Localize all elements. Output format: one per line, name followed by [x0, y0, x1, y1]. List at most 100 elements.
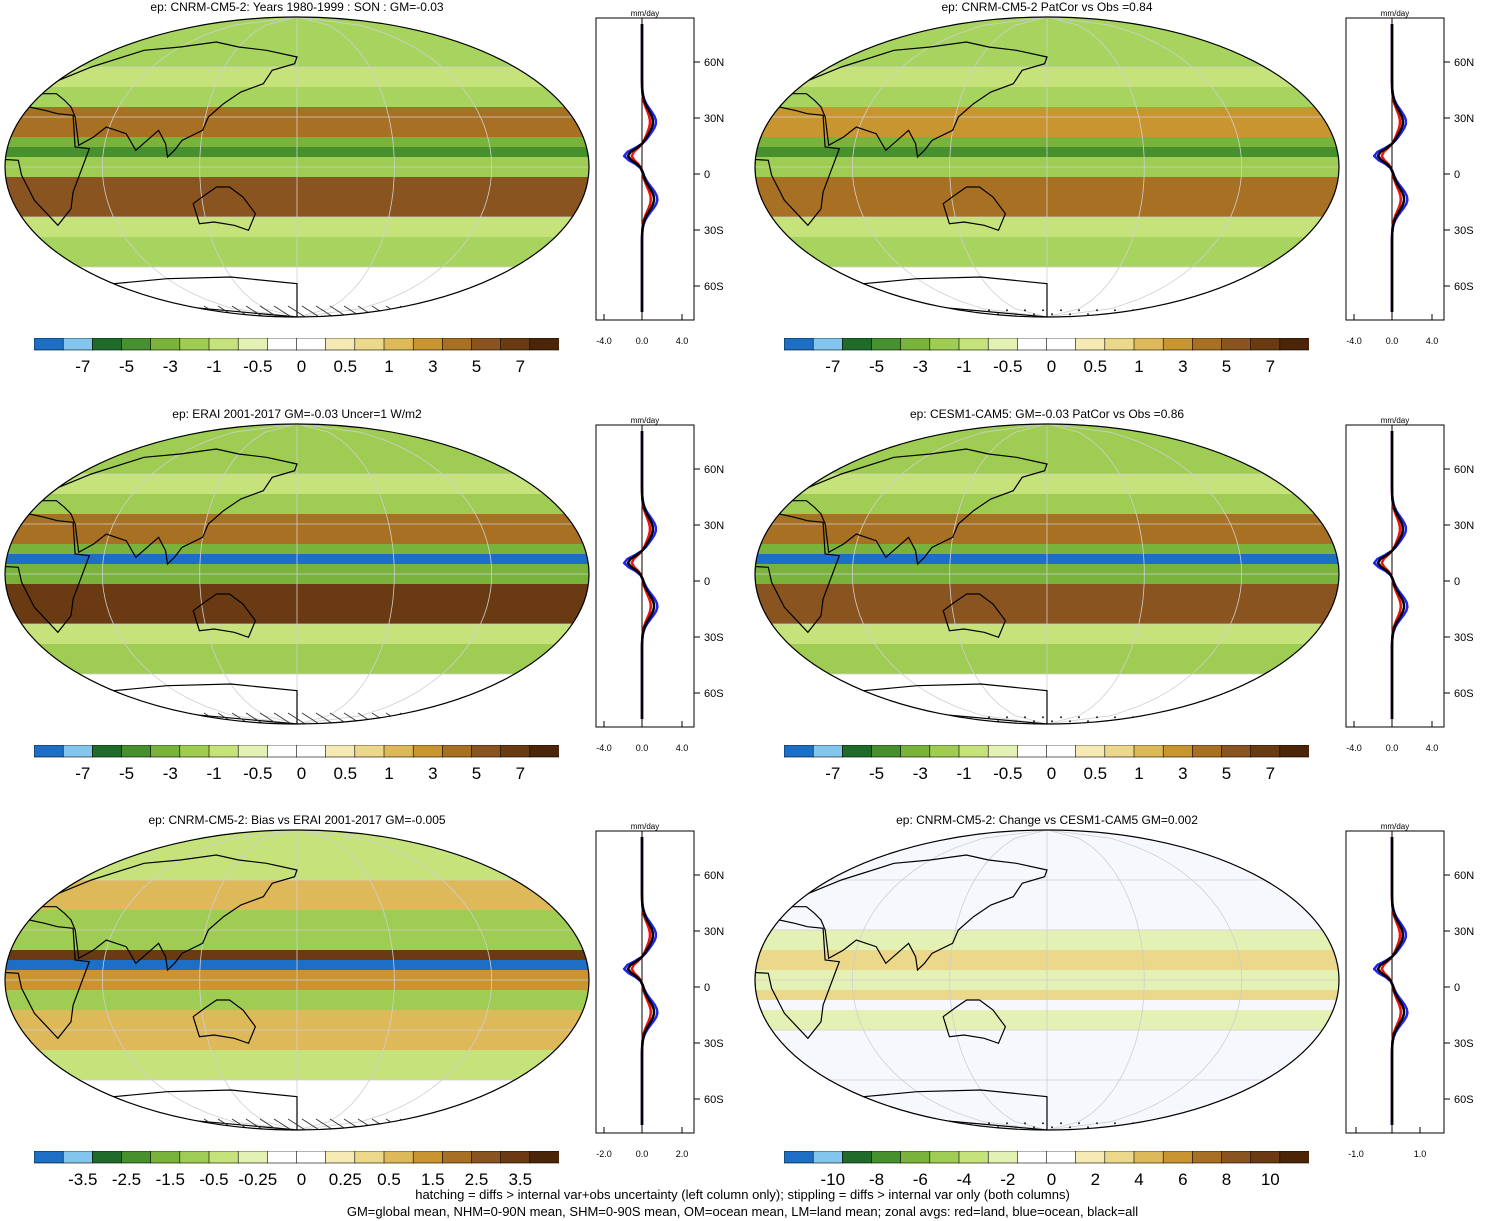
- zonal-mean-profile: mm/day 60N 30N 0 30S 60S -4.0 0.0 4.0: [1345, 417, 1474, 753]
- lat-tick-label: 0: [704, 169, 710, 181]
- world-map: [4, 16, 590, 318]
- profile-x-tick-label: 4.0: [676, 336, 689, 346]
- zonal-mean-profile: mm/day 60N 30N 0 30S 60S -2.0 0.0 2.0: [595, 823, 724, 1159]
- colorbar-label: 0: [1047, 357, 1056, 376]
- lat-tick-label: 60N: [704, 870, 724, 882]
- panel-change: ep: CNRM-CM5-2: Change vs CESM1-CAM5 GM=…: [750, 813, 1485, 1213]
- panel-reference-model: ep: CESM1-CAM5: GM=-0.03 PatCor vs Obs =…: [750, 407, 1485, 807]
- colorbar-label: -3: [913, 357, 928, 376]
- colorbar-label: -4: [956, 1170, 971, 1189]
- colorbar-label: 6: [1178, 1170, 1187, 1189]
- colorbar-label: -1: [956, 764, 971, 783]
- profile-x-tick-label: 0.0: [636, 1149, 649, 1159]
- zonal-mean-profile: mm/day 60N 30N 0 30S 60S -4.0 0.0 4.0: [595, 417, 724, 753]
- profile-units: mm/day: [1381, 10, 1409, 18]
- colorbar: -3.5 -2.5 -1.5 -0.5 -0.25 0 0.25 0.5 1.5 2.5 3.5: [34, 1151, 559, 1189]
- world-map: [754, 423, 1340, 725]
- colorbar-label: -2.5: [112, 1170, 141, 1189]
- colorbar-label: 0: [1047, 764, 1056, 783]
- colorbar-label: -7: [825, 764, 840, 783]
- colorbar-label: -1.5: [156, 1170, 185, 1189]
- colorbar-label: 1.5: [421, 1170, 445, 1189]
- colorbar-label: 5: [1222, 764, 1231, 783]
- profile-units: mm/day: [1381, 417, 1409, 425]
- lat-tick-label: 30N: [704, 113, 724, 125]
- panel-obs-erai: ep: ERAI 2001-2017 GM=-0.03 Uncer=1 W/m2…: [0, 407, 742, 807]
- colorbar-label: -5: [869, 764, 884, 783]
- panel-model-patcor: ep: CNRM-CM5-2 PatCor vs Obs =0.84 mm/da…: [750, 0, 1485, 400]
- colorbar-label: -1: [206, 764, 221, 783]
- profile-units: mm/day: [631, 417, 659, 425]
- profile-x-tick-label: -1.0: [1348, 1149, 1364, 1159]
- zonal-mean-profile: mm/day 60N 30N 0 30S 60S -4.0 0.0 4.0: [1345, 10, 1474, 346]
- colorbar-label: -0.5: [993, 764, 1022, 783]
- lat-tick-label: 30N: [1454, 520, 1474, 532]
- colorbar-label: -5: [119, 764, 134, 783]
- colorbar-label: -0.5: [243, 764, 272, 783]
- lat-tick-label: 60N: [704, 57, 724, 69]
- lat-tick-label: 60S: [1454, 688, 1474, 700]
- panel-title: ep: CESM1-CAM5: GM=-0.03 PatCor vs Obs =…: [909, 407, 1185, 421]
- lat-tick-label: 30S: [1454, 1038, 1474, 1050]
- profile-x-tick-label: 1.0: [1414, 1149, 1427, 1159]
- profile-x-tick-label: 2.0: [676, 1149, 689, 1159]
- colorbar: -7 -5 -3 -1 -0.5 0 0.5 1 3 5 7: [34, 745, 559, 783]
- colorbar-label: 0.5: [377, 1170, 401, 1189]
- lat-tick-label: 30N: [1454, 113, 1474, 125]
- world-map: [754, 16, 1340, 318]
- lat-tick-label: 60N: [1454, 464, 1474, 476]
- colorbar-label: 1: [384, 357, 393, 376]
- profile-x-tick-label: 0.0: [1386, 743, 1399, 753]
- lat-tick-label: 30S: [1454, 225, 1474, 237]
- lat-tick-label: 60S: [704, 688, 724, 700]
- lat-tick-label: 30S: [704, 632, 724, 644]
- colorbar-label: 2.5: [465, 1170, 489, 1189]
- colorbar: -10 -8 -6 -4 -2 0 2 4 6 8 10: [784, 1151, 1309, 1189]
- colorbar-label: -8: [869, 1170, 884, 1189]
- colorbar-label: -0.5: [243, 357, 272, 376]
- colorbar-label: 0: [297, 1170, 306, 1189]
- colorbar-label: 5: [472, 764, 481, 783]
- profile-units: mm/day: [631, 10, 659, 18]
- caption-legend: GM=global mean, NHM=0-90N mean, SHM=0-90…: [346, 1204, 1139, 1219]
- colorbar-label: 1: [1134, 764, 1143, 783]
- lat-tick-label: 0: [704, 576, 710, 588]
- colorbar-label: 0.5: [333, 764, 357, 783]
- profile-x-tick-label: 0.0: [1386, 336, 1399, 346]
- colorbar-label: -2: [1000, 1170, 1015, 1189]
- colorbar-label: -3: [913, 764, 928, 783]
- colorbar: -7 -5 -3 -1 -0.5 0 0.5 1 3 5 7: [784, 338, 1309, 376]
- colorbar-label: -1: [206, 357, 221, 376]
- colorbar-label: 0.5: [1083, 764, 1107, 783]
- lat-tick-label: 60N: [704, 464, 724, 476]
- lat-tick-label: 0: [1454, 169, 1460, 181]
- colorbar-label: 3: [428, 357, 437, 376]
- panel-bias: ep: CNRM-CM5-2: Bias vs ERAI 2001-2017 G…: [0, 813, 742, 1213]
- caption-hatching: hatching = diffs > internal var+obs unce…: [415, 1187, 1070, 1202]
- panel-title: ep: ERAI 2001-2017 GM=-0.03 Uncer=1 W/m2: [172, 407, 422, 421]
- profile-units: mm/day: [1381, 823, 1409, 831]
- profile-x-tick-label: -2.0: [596, 1149, 612, 1159]
- lat-tick-label: 30S: [704, 1038, 724, 1050]
- colorbar-label: 7: [1266, 764, 1275, 783]
- lat-tick-label: 30N: [704, 520, 724, 532]
- profile-x-tick-label: 4.0: [676, 743, 689, 753]
- colorbar-label: 1: [384, 764, 393, 783]
- lat-tick-label: 30N: [1454, 926, 1474, 938]
- profile-x-tick-label: -4.0: [1346, 743, 1362, 753]
- lat-tick-label: 60S: [704, 281, 724, 293]
- colorbar-label: -0.5: [993, 357, 1022, 376]
- panel-title: ep: CNRM-CM5-2: Change vs CESM1-CAM5 GM=…: [896, 813, 1198, 827]
- colorbar: -7 -5 -3 -1 -0.5 0 0.5 1 3 5 7: [34, 338, 559, 376]
- colorbar-label: 7: [516, 357, 525, 376]
- colorbar-label: 8: [1222, 1170, 1231, 1189]
- colorbar-label: 0: [297, 764, 306, 783]
- lat-tick-label: 30S: [1454, 632, 1474, 644]
- profile-x-tick-label: -4.0: [1346, 336, 1362, 346]
- colorbar-label: 0.5: [1083, 357, 1107, 376]
- colorbar-label: 5: [472, 357, 481, 376]
- lat-tick-label: 0: [704, 982, 710, 994]
- world-map: [754, 829, 1340, 1131]
- colorbar-label: 7: [1266, 357, 1275, 376]
- colorbar-label: 10: [1261, 1170, 1280, 1189]
